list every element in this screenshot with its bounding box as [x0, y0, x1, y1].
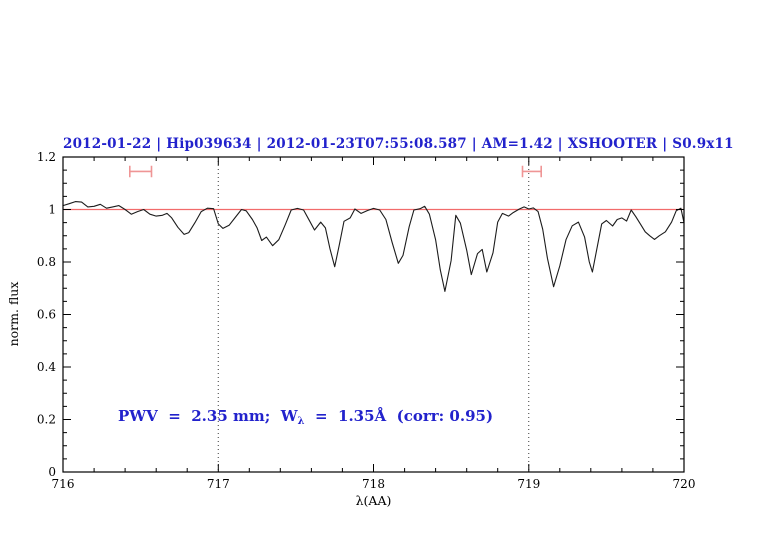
x-tick-label: 720: [673, 477, 696, 491]
x-tick-label: 716: [52, 477, 75, 491]
y-tick-label: 0.2: [37, 413, 56, 427]
y-tick-label: 0.4: [37, 360, 56, 374]
y-tick-label: 1: [48, 203, 56, 217]
y-tick-label: 0.8: [37, 255, 56, 269]
pwv-annotation-lambda-subscript: λ: [297, 416, 305, 427]
spectrum-line: [62, 201, 685, 292]
y-tick-label: 0: [48, 465, 56, 479]
y-tick-label: 1.2: [37, 150, 56, 164]
pwv-annotation-prefix: PWV = 2.35 mm; W: [118, 407, 298, 425]
y-tick-label: 0.6: [37, 308, 56, 322]
range-marker: [129, 165, 153, 178]
pwv-annotation: PWV = 2.35 mm; Wλ = 1.35Å (corr: 0.95): [118, 407, 493, 427]
range-marker: [521, 165, 542, 178]
x-tick-label: 718: [362, 477, 385, 491]
x-axis-title: λ(AA): [355, 493, 392, 508]
y-axis-title: norm. flux: [6, 281, 21, 347]
x-tick-label: 717: [207, 477, 230, 491]
pwv-annotation-suffix: = 1.35Å (corr: 0.95): [304, 407, 494, 425]
x-tick-label: 719: [517, 477, 540, 491]
